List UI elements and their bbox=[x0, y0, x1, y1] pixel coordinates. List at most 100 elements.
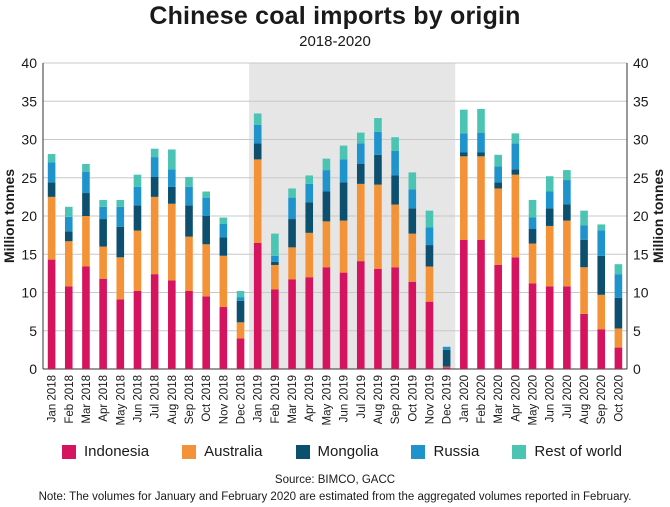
y-tick-label-left: 10 bbox=[21, 285, 37, 301]
bar-segment-rest-of-world bbox=[64, 206, 73, 217]
y-axis-title-left: Million tonnes bbox=[1, 169, 17, 263]
x-tick-label: Oct 2020 bbox=[613, 375, 625, 422]
bar-segment-australia bbox=[236, 322, 245, 339]
bar-segment-mongolia bbox=[511, 169, 520, 175]
bar-segment-indonesia bbox=[253, 242, 262, 369]
bar-segment-russia bbox=[339, 159, 348, 183]
bar-segment-indonesia bbox=[460, 239, 468, 369]
bar-segment-rest-of-world bbox=[150, 148, 159, 158]
bar-segment-russia bbox=[133, 186, 142, 206]
bar-segment-rest-of-world bbox=[253, 113, 262, 125]
bar-segment-rest-of-world bbox=[528, 199, 537, 218]
bar-segment-mongolia bbox=[356, 163, 365, 184]
bar-segment-russia bbox=[597, 230, 606, 256]
bar-segment-australia bbox=[219, 255, 228, 308]
bar-segment-australia bbox=[408, 233, 417, 282]
bar-segment-russia bbox=[322, 170, 331, 192]
bar-segment-rest-of-world bbox=[391, 137, 399, 151]
x-tick-label: Sep 2018 bbox=[184, 375, 196, 424]
x-tick-label: Jan 2019 bbox=[253, 375, 265, 422]
bar-segment-australia bbox=[133, 230, 142, 291]
bar-segment-rest-of-world bbox=[168, 149, 176, 170]
y-tick-label-left: 40 bbox=[21, 55, 37, 71]
x-tick-label: Dec 2019 bbox=[442, 375, 454, 424]
legend-item-russia: Russia bbox=[411, 443, 479, 460]
bar-segment-australia bbox=[202, 244, 210, 297]
bar-segment-rest-of-world bbox=[99, 199, 107, 207]
bar-segment-russia bbox=[219, 223, 228, 238]
bar-segment-australia bbox=[528, 243, 537, 284]
bar-segment-indonesia bbox=[563, 286, 571, 369]
x-tick-label: Jan 2020 bbox=[459, 375, 471, 422]
bar-segment-indonesia bbox=[374, 268, 382, 369]
bar-segment-indonesia bbox=[477, 239, 485, 369]
bar-segment-australia bbox=[305, 232, 314, 278]
bar-segment-rest-of-world bbox=[425, 210, 434, 228]
bar-segment-rest-of-world bbox=[563, 170, 571, 181]
y-tick-label-left: 35 bbox=[21, 93, 37, 109]
bar-segment-indonesia bbox=[425, 301, 434, 369]
bar-segment-indonesia bbox=[339, 272, 348, 369]
bar-segment-mongolia bbox=[563, 204, 571, 221]
bar-segment-australia bbox=[425, 266, 434, 302]
bar-segment-mongolia bbox=[64, 231, 73, 242]
y-tick-label-right: 35 bbox=[633, 93, 649, 109]
bar-segment-russia bbox=[545, 191, 554, 209]
x-tick-label: Oct 2018 bbox=[201, 375, 213, 422]
legend-item-mongolia: Mongolia bbox=[295, 443, 378, 460]
y-tick-label-left: 5 bbox=[29, 323, 37, 339]
x-tick-label: Mar 2018 bbox=[81, 375, 93, 424]
y-tick-label-right: 15 bbox=[633, 246, 649, 262]
bar-segment-russia bbox=[528, 217, 537, 230]
bar-segment-mongolia bbox=[442, 349, 451, 367]
x-tick-label: Dec 2018 bbox=[236, 375, 248, 424]
bar-segment-russia bbox=[511, 143, 520, 170]
bar-segment-mongolia bbox=[288, 219, 296, 248]
footnote: Note: The volumes for January and Februa… bbox=[38, 491, 632, 503]
bar-segment-rest-of-world bbox=[477, 108, 485, 133]
y-tick-label-right: 5 bbox=[633, 323, 641, 339]
bar-segment-indonesia bbox=[511, 257, 520, 369]
bar-segment-indonesia bbox=[528, 283, 537, 369]
y-axis-title-right: Million tonnes bbox=[650, 169, 666, 263]
bar-segment-australia bbox=[580, 267, 588, 314]
bar-segment-russia bbox=[477, 132, 485, 153]
x-tick-label: Feb 2019 bbox=[270, 375, 282, 424]
legend-label: Indonesia bbox=[84, 443, 150, 460]
bar-segment-mongolia bbox=[82, 193, 90, 216]
bar-segment-rest-of-world bbox=[494, 154, 502, 167]
x-tick-label: Jun 2018 bbox=[132, 375, 144, 422]
bar-segment-mongolia bbox=[545, 208, 554, 226]
bar-segment-indonesia bbox=[202, 296, 210, 369]
bar-segment-rest-of-world bbox=[597, 224, 606, 231]
bar-segment-mongolia bbox=[408, 208, 417, 234]
x-tick-label: Aug 2019 bbox=[373, 375, 385, 424]
bar-segment-russia bbox=[150, 157, 159, 177]
bar-segment-australia bbox=[99, 246, 107, 279]
bar-segment-australia bbox=[614, 328, 623, 348]
bar-segment-australia bbox=[477, 156, 485, 240]
y-tick-label-right: 25 bbox=[633, 170, 649, 186]
bar-segment-mongolia bbox=[219, 237, 228, 256]
bar-segment-rest-of-world bbox=[288, 188, 296, 198]
bar-segment-russia bbox=[460, 133, 468, 153]
bar-segment-mongolia bbox=[425, 245, 434, 267]
bar-segment-mongolia bbox=[597, 255, 606, 295]
bar-segment-russia bbox=[253, 124, 262, 144]
bar-segment-indonesia bbox=[322, 267, 331, 369]
bar-segment-russia bbox=[425, 227, 434, 246]
bar-segment-australia bbox=[82, 216, 90, 267]
bar-segment-indonesia bbox=[288, 279, 296, 369]
bar-segment-rest-of-world bbox=[305, 175, 314, 184]
x-tick-label: May 2019 bbox=[321, 375, 333, 426]
x-tick-label: Jul 2018 bbox=[150, 375, 162, 418]
bar-segment-rest-of-world bbox=[511, 133, 520, 144]
bar-segment-rest-of-world bbox=[580, 210, 588, 226]
y-tick-label-left: 15 bbox=[21, 246, 37, 262]
bar-segment-mongolia bbox=[391, 175, 399, 205]
bar-segment-russia bbox=[563, 180, 571, 205]
bar-segment-mongolia bbox=[271, 261, 279, 265]
legend-swatch bbox=[62, 444, 76, 459]
x-tick-label: Mar 2019 bbox=[287, 375, 299, 424]
x-tick-label: Nov 2019 bbox=[424, 375, 436, 424]
